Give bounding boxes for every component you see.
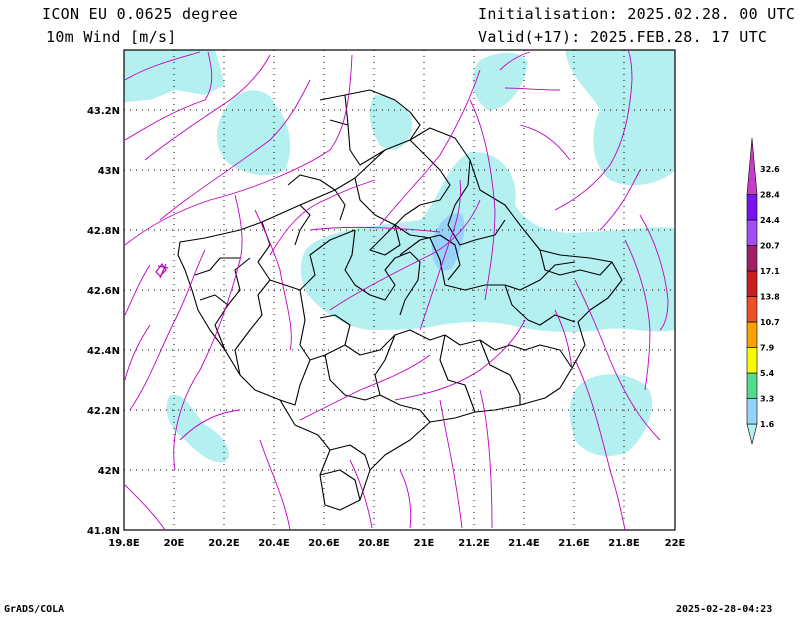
wind-speed-shading — [124, 50, 675, 463]
shade-far-ne — [565, 50, 675, 186]
border-i — [344, 329, 573, 369]
shade-core — [431, 213, 465, 271]
lon-tick-labels: 19.8E 20E 20.2E 20.4E 20.6E 20.8E 21E 21… — [108, 538, 685, 549]
border-m — [234, 279, 271, 376]
colorbar-label: 17.1 — [760, 267, 780, 276]
colorbar-swatch — [746, 270, 758, 297]
border-j — [279, 354, 431, 423]
colorbar-label: 13.8 — [760, 293, 780, 302]
colorbar-label: 20.7 — [760, 242, 780, 251]
lon-tick: 21.8E — [608, 538, 640, 549]
wind-streamlines — [124, 50, 669, 530]
colorbar-swatch — [746, 194, 758, 221]
grid-lines — [124, 50, 675, 530]
lat-tick: 41.8N — [87, 526, 120, 537]
colorbar-swatch — [746, 245, 758, 272]
lat-tick: 42N — [98, 466, 120, 477]
lon-tick: 22E — [665, 538, 686, 549]
colorbar-label: 28.4 — [760, 191, 780, 200]
colorbar-label: 5.4 — [760, 369, 775, 378]
map-title: ICON EU 0.0625 degree — [42, 5, 238, 23]
valid-time: Valid(+17): 2025.FEB.28. 17 UTC — [478, 28, 768, 46]
lon-tick: 21.4E — [508, 538, 540, 549]
colorbar: 1.6 3.3 5.4 7.9 10.7 13.8 17.1 20.7 24.4 28.4 32.6 — [746, 137, 780, 445]
border-r — [369, 224, 401, 256]
north-lobe — [319, 89, 421, 166]
lat-tick: 42.6N — [87, 286, 120, 297]
lon-tick: 21.6E — [558, 538, 590, 549]
border-o — [194, 257, 240, 306]
border-c — [294, 189, 346, 246]
shade-central — [300, 151, 675, 333]
map-subtitle: 10m Wind [m/s] — [46, 28, 177, 46]
colorbar-swatch — [746, 219, 758, 246]
lon-tick: 21E — [414, 538, 435, 549]
lat-tick: 42.8N — [87, 226, 120, 237]
lon-tick: 20E — [164, 538, 185, 549]
footer-timestamp: 2025-02-28-04:23 — [676, 604, 773, 615]
colorbar-swatch — [746, 347, 758, 374]
border-f — [447, 159, 506, 246]
border-l — [439, 334, 521, 413]
colorbar-label: 1.6 — [760, 420, 775, 429]
country-outline — [177, 127, 623, 511]
border-b — [354, 177, 431, 239]
colorbar-label: 7.9 — [760, 344, 775, 353]
shade-nw — [124, 50, 225, 102]
border-s — [287, 139, 451, 226]
shade-se — [569, 374, 653, 457]
wind-cluster-marker — [155, 262, 169, 279]
lon-tick: 21.2E — [458, 538, 490, 549]
lat-tick-labels: 43.2N 43N 42.8N 42.6N 42.4N 42.2N 42N 41… — [87, 106, 120, 537]
lon-tick: 20.4E — [258, 538, 290, 549]
colorbar-swatch — [746, 137, 758, 195]
shade-north-hill — [216, 90, 291, 176]
lon-tick: 20.2E — [208, 538, 240, 549]
colorbar-swatch — [746, 398, 758, 425]
footer-credit: GrADS/COLA — [4, 604, 65, 615]
border-e — [429, 237, 576, 291]
init-time: Initialisation: 2025.02.28. 00 UTC — [478, 5, 796, 23]
admin-borders — [177, 89, 623, 511]
colorbar-label: 3.3 — [760, 395, 774, 404]
border-p — [319, 444, 371, 501]
lon-tick: 20.6E — [308, 538, 340, 549]
shade-sw — [166, 394, 229, 463]
colorbar-label: 24.4 — [760, 216, 780, 225]
colorbar-swatch — [746, 372, 758, 399]
colorbar-label: 32.6 — [760, 165, 780, 174]
lon-tick: 19.8E — [108, 538, 140, 549]
colorbar-label: 10.7 — [760, 318, 780, 327]
lat-tick: 43.2N — [87, 106, 120, 117]
colorbar-swatch — [746, 296, 758, 323]
lat-tick: 42.4N — [87, 346, 120, 357]
border-q — [399, 234, 613, 281]
border-d — [344, 229, 421, 316]
lon-tick: 20.8E — [358, 538, 390, 549]
lat-tick: 43N — [98, 166, 120, 177]
colorbar-swatch — [746, 321, 758, 348]
shade-northc — [369, 95, 413, 150]
colorbar-swatch — [746, 423, 758, 445]
lat-tick: 42.2N — [87, 406, 120, 417]
shade-ne — [473, 52, 528, 110]
border-k — [374, 334, 396, 396]
